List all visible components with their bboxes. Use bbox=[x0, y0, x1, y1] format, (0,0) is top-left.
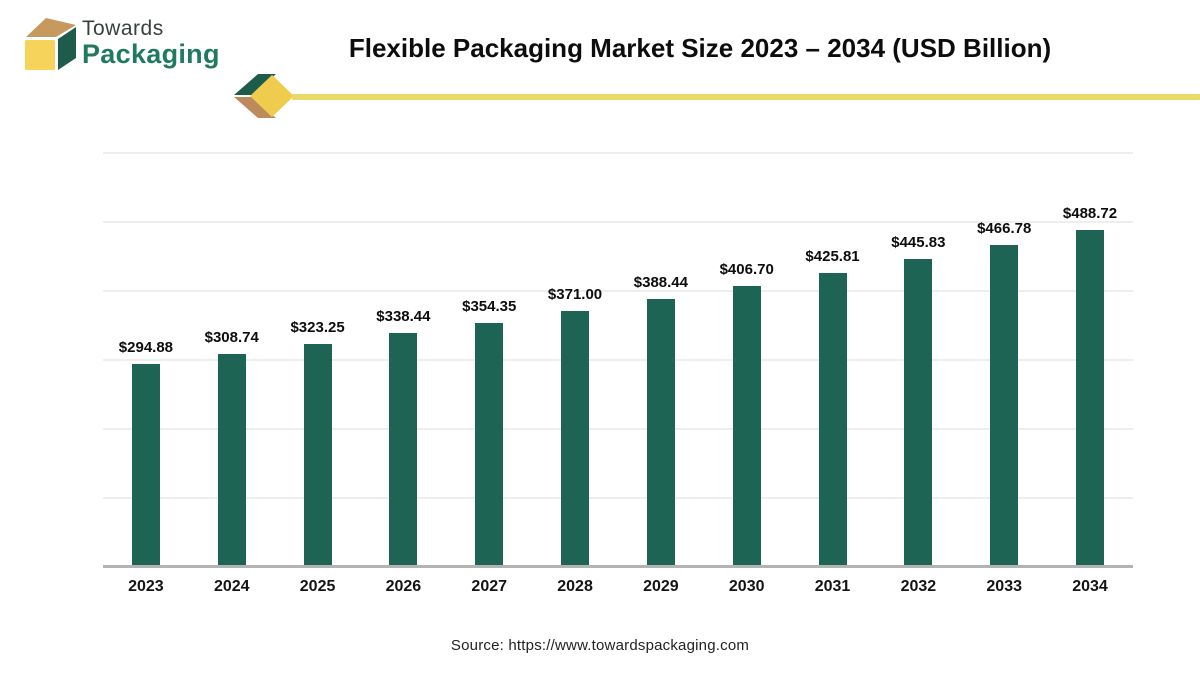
gridline bbox=[103, 359, 1133, 361]
bar bbox=[818, 273, 847, 567]
bar-column: $371.00 bbox=[532, 153, 618, 567]
brand-name-top: Towards bbox=[82, 17, 164, 40]
source-text: Source: https://www.towardspackaging.com bbox=[450, 637, 750, 654]
bar-value-label: $425.81 bbox=[805, 248, 860, 266]
gridline bbox=[103, 497, 1133, 499]
bar-column: $354.35 bbox=[446, 153, 532, 567]
x-axis-label: 2034 bbox=[1072, 578, 1108, 595]
x-axis-label: 2026 bbox=[385, 578, 422, 595]
x-axis-label: 2028 bbox=[557, 578, 593, 595]
chart-title: Flexible Packaging Market Size 2023 – 20… bbox=[348, 33, 1052, 63]
x-axis-label: 2030 bbox=[728, 578, 765, 595]
x-axis-labels: 2023 2024 2025 2026 2027 2028 2029 2030 2031 2032… bbox=[103, 578, 1133, 596]
bar bbox=[389, 333, 418, 567]
bar-value-label: $466.78 bbox=[977, 219, 1032, 237]
bar-value-label: $338.44 bbox=[376, 308, 431, 326]
bar bbox=[990, 244, 1019, 567]
bar-value-label: $323.25 bbox=[290, 318, 345, 336]
bar-column: $425.81 bbox=[790, 153, 876, 567]
bar bbox=[217, 353, 246, 567]
bar bbox=[475, 322, 504, 567]
x-axis-label: 2025 bbox=[299, 578, 336, 595]
x-axis-label: 2029 bbox=[643, 578, 679, 595]
bar-column: $466.78 bbox=[961, 153, 1047, 567]
bar-value-label: $294.88 bbox=[118, 338, 174, 356]
ribbon-chevron-diamond-icon bbox=[234, 74, 294, 118]
bar-value-label: $406.70 bbox=[719, 261, 774, 279]
bar bbox=[1076, 229, 1105, 567]
bar-value-label: $354.35 bbox=[462, 297, 517, 315]
bar bbox=[131, 363, 160, 567]
bar bbox=[303, 343, 332, 567]
x-axis-line bbox=[103, 565, 1133, 568]
bars-row: $294.88 $308.74 $323.25 $338.44 $354.35 $371.… bbox=[103, 153, 1133, 567]
gridline bbox=[103, 428, 1133, 430]
x-axis-label: 2027 bbox=[471, 578, 508, 595]
x-axis-label: 2031 bbox=[814, 578, 851, 595]
x-axis-label: 2023 bbox=[128, 578, 164, 595]
brand-name-bottom: Packaging bbox=[82, 39, 220, 70]
x-axis-label: 2032 bbox=[900, 578, 937, 595]
bar bbox=[561, 311, 590, 567]
brand-wordmark: Towards Packaging bbox=[82, 17, 220, 70]
gridline bbox=[103, 152, 1133, 154]
bar-value-label: $388.44 bbox=[633, 273, 688, 291]
brand-cube-logo-icon bbox=[25, 18, 76, 70]
plot-area: $294.88 $308.74 $323.25 $338.44 $354.35 $371.… bbox=[103, 152, 1133, 568]
bar-column: $323.25 bbox=[275, 153, 361, 567]
bar-column: $445.83 bbox=[875, 153, 961, 567]
bar-value-label: $445.83 bbox=[891, 234, 946, 252]
ribbon-line bbox=[292, 94, 1200, 100]
bar-value-label: $371.00 bbox=[547, 286, 603, 304]
bar-column: $406.70 bbox=[704, 153, 790, 567]
bar bbox=[904, 259, 933, 567]
bar-column: $308.74 bbox=[189, 153, 275, 567]
bar-column: $294.88 bbox=[103, 153, 189, 567]
x-axis-label: 2033 bbox=[986, 578, 1022, 595]
bar-column: $388.44 bbox=[618, 153, 704, 567]
bar-column: $488.72 bbox=[1047, 153, 1133, 567]
bar-value-label: $308.74 bbox=[204, 328, 259, 346]
bar bbox=[646, 298, 675, 567]
bar-column: $338.44 bbox=[360, 153, 446, 567]
gridline bbox=[103, 221, 1133, 223]
x-axis-label: 2024 bbox=[213, 578, 250, 595]
gridline bbox=[103, 290, 1133, 292]
bar bbox=[732, 286, 761, 567]
bar-value-label: $488.72 bbox=[1062, 204, 1118, 222]
